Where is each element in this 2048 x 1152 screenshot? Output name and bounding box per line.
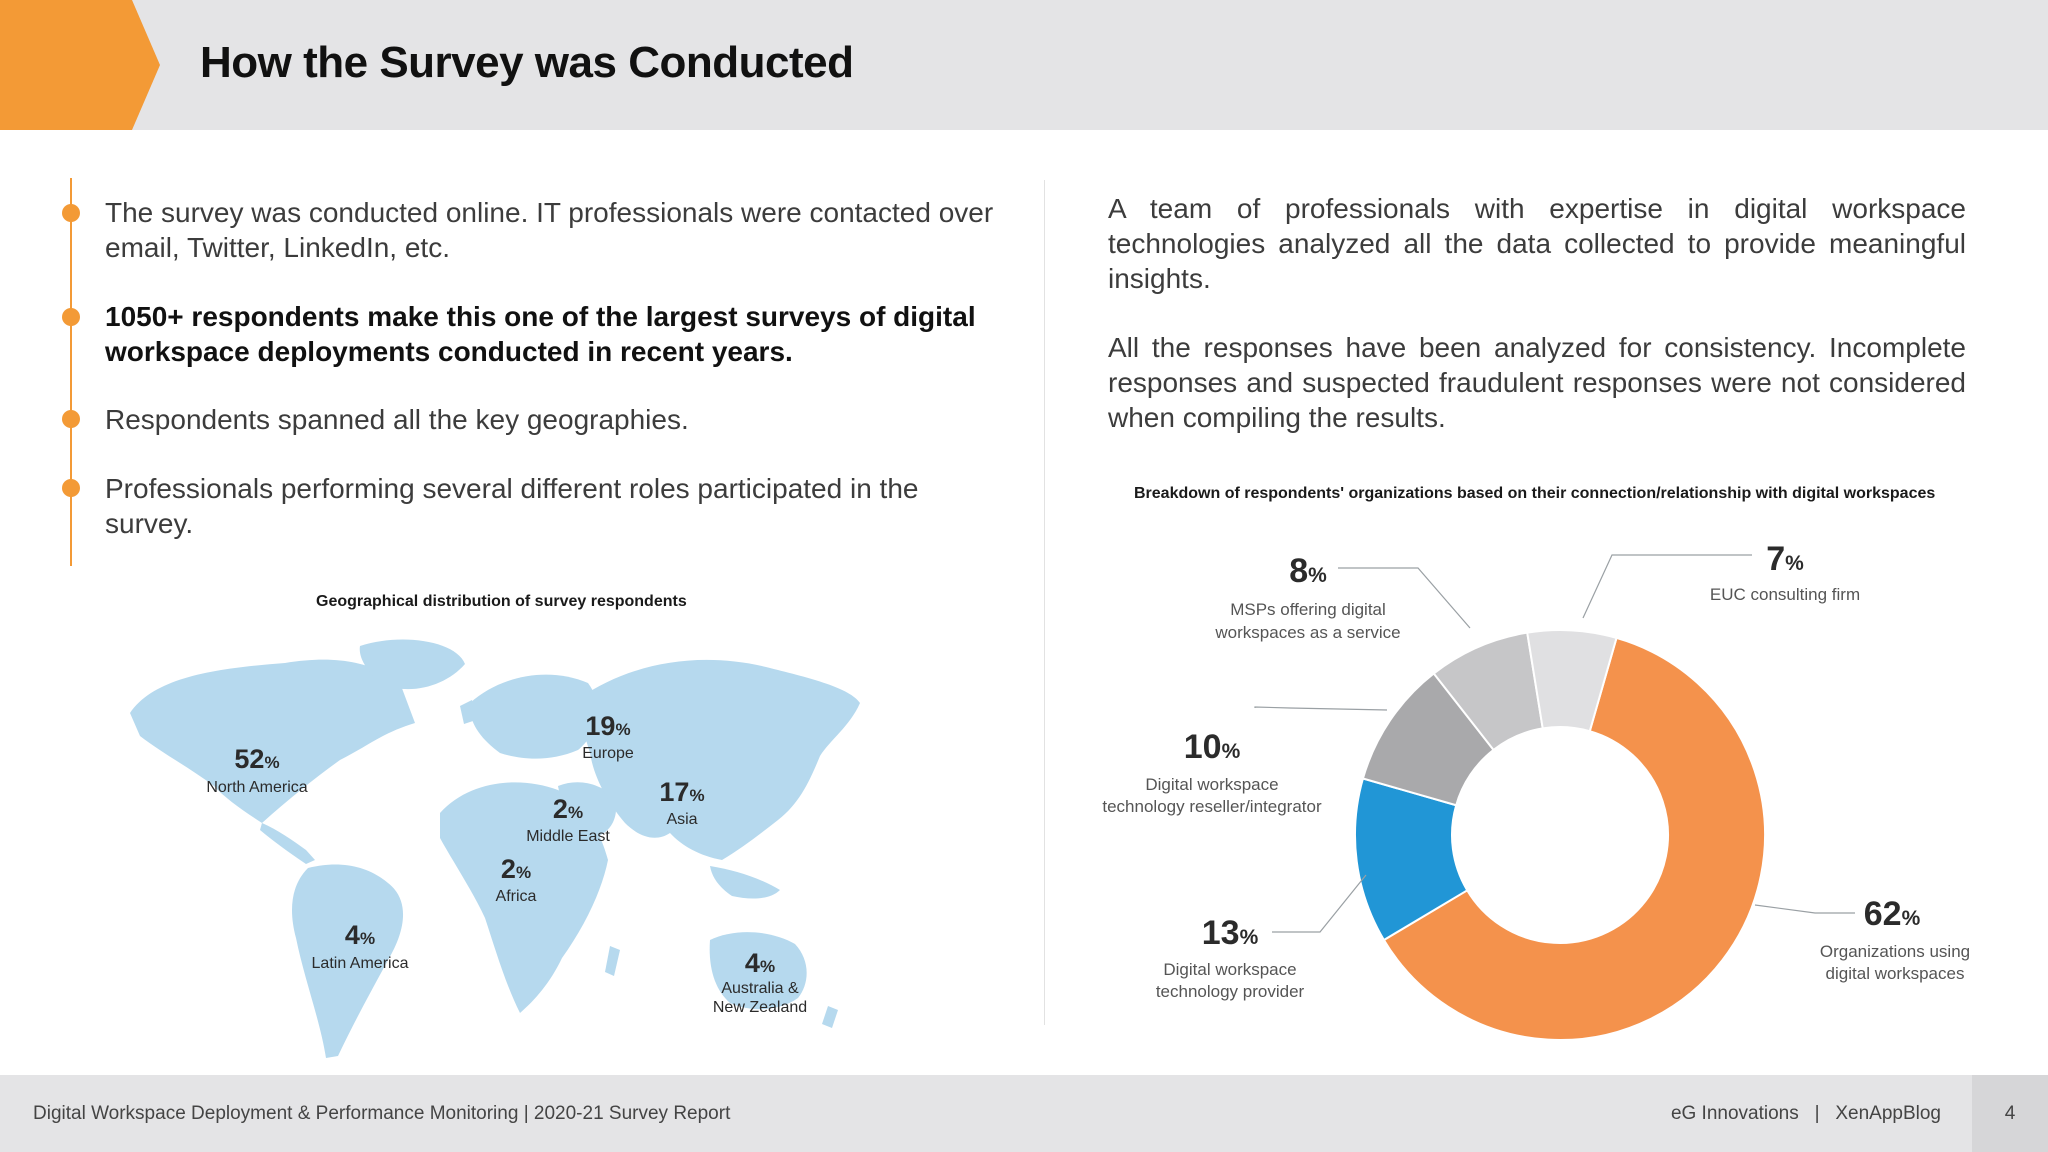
leader-line-provider <box>1272 874 1367 933</box>
map-middle-east <box>558 782 617 838</box>
map-se-asia <box>710 866 780 899</box>
page-number: 4 <box>2004 1103 2016 1124</box>
timeline-line <box>70 178 72 566</box>
leader-line-euc <box>1582 554 1752 619</box>
slice-value-provider: 13% <box>1202 914 1259 952</box>
map-asia <box>579 659 860 860</box>
slice-label-orgs-2: digital workspaces <box>1826 964 1965 983</box>
label-middle-east: Middle East <box>526 828 610 845</box>
analysis-paragraph: A team of professionals with expertise i… <box>1108 193 1966 294</box>
map-uk <box>460 700 476 724</box>
map-madagascar <box>605 946 620 976</box>
donut-slice-4 <box>1526 629 1618 733</box>
slice-label-msp-1: MSPs offering digital <box>1230 600 1386 619</box>
page-number-box: 4 <box>1972 1075 2048 1152</box>
label-europe: Europe <box>582 745 634 762</box>
bullet-text: Professionals performing several differe… <box>105 473 919 539</box>
footer-brands: eG Innovations | XenAppBlog <box>1670 1103 1941 1124</box>
bullet-dot-icon <box>62 308 80 326</box>
slice-label-orgs-1: Organizations using <box>1820 942 1970 961</box>
header-bar: How the Survey was Conducted <box>0 0 2048 130</box>
map-new-zealand <box>822 1006 838 1028</box>
label-australia-line2: New Zealand <box>713 999 807 1016</box>
slice-label-provider-1: Digital workspace <box>1163 960 1296 979</box>
value-africa: 2% <box>501 854 531 884</box>
slice-label-euc: EUC consulting firm <box>1710 585 1860 604</box>
map-europe <box>469 674 598 759</box>
slice-value-msp: 8% <box>1289 552 1327 590</box>
chevron-icon <box>0 0 160 130</box>
consistency-paragraph: All the responses have been analyzed for… <box>1108 332 1966 433</box>
world-map: 52% North America 19% Europe 17% Asia 2%… <box>130 639 860 1058</box>
label-latin-america: Latin America <box>312 955 409 972</box>
value-australia: 4% <box>745 948 775 978</box>
value-middle-east: 2% <box>553 794 583 824</box>
slice-value-orgs: 62% <box>1864 895 1921 933</box>
map-south-america <box>292 864 404 1058</box>
page-title: How the Survey was Conducted <box>200 38 854 87</box>
footer-bar: Digital Workspace Deployment & Performan… <box>0 1075 2048 1152</box>
slice-label-reseller-1: Digital workspace <box>1145 775 1278 794</box>
slice-label-msp-2: workspaces as a service <box>1214 623 1400 642</box>
leader-line-reseller <box>1254 706 1388 711</box>
label-north-america: North America <box>206 779 307 796</box>
map-central-america <box>260 823 315 864</box>
column-divider <box>1044 180 1045 1025</box>
bullet-text: Respondents spanned all the key geograph… <box>105 404 689 435</box>
map-africa <box>440 782 608 1013</box>
map-australia <box>709 932 807 1010</box>
map-title: Geographical distribution of survey resp… <box>316 593 687 610</box>
bullet-dot-icon <box>62 479 80 497</box>
value-europe: 19% <box>585 711 630 741</box>
leader-line-orgs <box>1754 904 1855 914</box>
bullet-text: The survey was conducted online. IT prof… <box>105 197 994 263</box>
value-latin-america: 4% <box>345 920 375 950</box>
slice-value-euc: 7% <box>1766 540 1804 578</box>
map-greenland <box>359 639 465 690</box>
value-asia: 17% <box>659 777 704 807</box>
slice-label-provider-2: technology provider <box>1156 982 1305 1001</box>
leader-line-msp <box>1338 567 1471 629</box>
donut-title: Breakdown of respondents' organizations … <box>1134 485 1936 502</box>
slice-label-reseller-2: technology reseller/integrator <box>1102 797 1322 816</box>
donut-slice-0 <box>1382 636 1766 1040</box>
footer-report-title: Digital Workspace Deployment & Performan… <box>33 1103 731 1124</box>
bullet-dot-icon <box>62 410 80 428</box>
bullet-dot-icon <box>62 204 80 222</box>
slice-value-reseller: 10% <box>1184 728 1241 766</box>
label-australia-line1: Australia & <box>721 980 799 997</box>
donut-chart: 62% Organizations using digital workspac… <box>1102 540 1970 1040</box>
bullet-text-bold: 1050+ respondents make this one of the l… <box>105 301 976 367</box>
label-asia: Asia <box>666 811 697 828</box>
label-africa: Africa <box>496 888 537 905</box>
value-north-america: 52% <box>234 744 279 774</box>
map-north-america <box>130 659 415 823</box>
